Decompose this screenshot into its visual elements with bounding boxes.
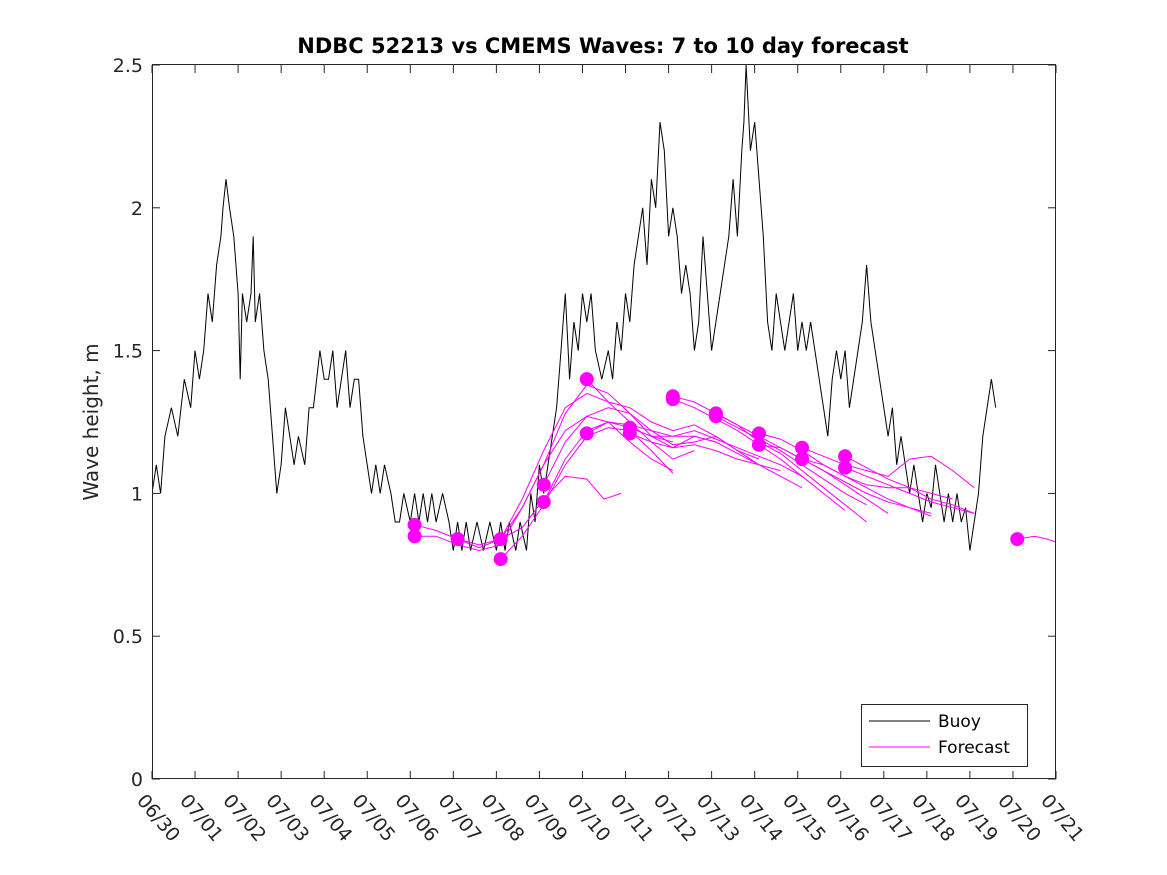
forecast-start-marker [795, 440, 810, 455]
legend-box [861, 704, 1028, 767]
chart-title: NDBC 52213 vs CMEMS Waves: 7 to 10 day f… [297, 34, 908, 58]
forecast-run-line [715, 415, 867, 506]
forecast-run-line [801, 447, 975, 489]
legend-buoy-label: Buoy [938, 712, 981, 732]
buoy-line [152, 65, 997, 551]
forecast-run-line [672, 395, 867, 523]
forecast-start-marker [493, 552, 508, 567]
forecast-run-line [586, 378, 781, 472]
forecast-start-marker [708, 409, 723, 424]
forecast-run-line [758, 444, 932, 517]
forecast-start-marker [751, 437, 766, 452]
plot-frame [152, 64, 1056, 779]
y-tick-label: 2.5 [113, 55, 143, 77]
forecast-run-line [844, 455, 975, 514]
forecast-start-marker [407, 529, 422, 544]
forecast-start-marker [407, 517, 422, 532]
y-tick-label: 1.5 [113, 341, 143, 363]
legend: Buoy Forecast [861, 704, 1028, 767]
forecast-markers [407, 372, 1025, 567]
forecast-start-marker [536, 477, 551, 492]
y-tick-label: 0.5 [113, 626, 143, 648]
forecast-start-marker [838, 449, 853, 464]
forecast-run-line [500, 475, 622, 540]
forecast-run-line [629, 427, 803, 477]
forecast-run-line [801, 458, 953, 500]
forecast-start-marker [622, 426, 637, 441]
forecast-start-marker [838, 460, 853, 475]
forecast-start-marker [536, 494, 551, 509]
forecast-run-line [414, 384, 717, 552]
forecast-start-marker [751, 426, 766, 441]
forecast-run-line [457, 415, 674, 546]
forecast-start-marker [579, 372, 594, 387]
forecast-run-line [1017, 535, 1056, 543]
y-tick-label: 2 [131, 198, 143, 220]
forecast-start-marker [493, 532, 508, 547]
forecast-run-line [629, 432, 803, 489]
y-tick-label: 1 [131, 483, 143, 505]
forecast-start-marker [795, 452, 810, 467]
forecast-start-marker [450, 532, 465, 547]
y-tick-label: 0 [131, 769, 143, 791]
forecast-start-marker [1010, 532, 1025, 547]
y-axis: 0 0.5 1 1.5 2 2.5 [113, 55, 1056, 791]
forecast-start-marker [665, 392, 680, 407]
legend-forecast-label: Forecast [938, 738, 1010, 758]
forecast-run-line [844, 467, 975, 514]
y-axis-label: Wave height, m [79, 343, 103, 500]
forecast-start-marker [579, 426, 594, 441]
